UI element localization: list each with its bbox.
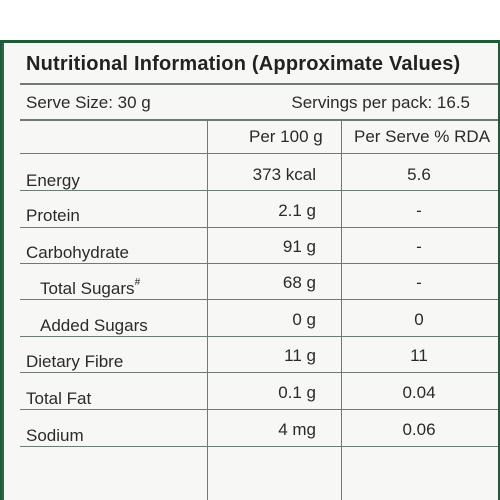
nutrient-name: Total Fat xyxy=(26,389,92,408)
divider xyxy=(20,119,498,121)
nutrient-per-100g: 68 g xyxy=(282,273,316,292)
nutrient-name: Sodium xyxy=(26,426,84,445)
nutrient-rda: 11 xyxy=(410,346,428,365)
nutrient-rda: 0.04 xyxy=(402,383,436,402)
divider xyxy=(20,409,498,410)
nutrient-name: Carbohydrate xyxy=(26,243,130,262)
column-header-per-100g: Per 100 g xyxy=(249,127,323,146)
nutrient-rda: 5.6 xyxy=(407,165,431,184)
nutrient-rda: - xyxy=(416,237,422,256)
footnote-marker: # xyxy=(134,277,141,288)
nutrient-per-100g: 2.1 g xyxy=(278,201,316,220)
column-divider xyxy=(207,120,208,500)
divider xyxy=(20,227,498,228)
divider xyxy=(20,263,498,264)
nutrient-name: Protein xyxy=(26,206,80,225)
divider xyxy=(20,153,498,154)
nutrient-name: Added Sugars xyxy=(40,316,148,335)
top-background xyxy=(0,0,500,40)
servings-per-pack: Servings per pack: 16.5 xyxy=(291,93,470,112)
divider xyxy=(20,83,498,85)
nutrient-rda: - xyxy=(416,201,422,220)
nutrient-per-100g: 11 g xyxy=(284,346,316,365)
divider xyxy=(20,446,498,447)
nutrition-label: Nutritional Information (Approximate Val… xyxy=(2,43,498,500)
label-title: Nutritional Information (Approximate Val… xyxy=(26,53,461,75)
divider xyxy=(20,299,498,300)
serve-size: Serve Size: 30 g xyxy=(26,93,151,112)
divider xyxy=(20,372,498,373)
nutrient-name: Dietary Fibre xyxy=(26,352,124,371)
nutrient-per-100g: 91 g xyxy=(282,237,316,256)
nutrient-per-100g: 373 kcal xyxy=(252,165,316,184)
column-header-rda: Per Serve % RDA xyxy=(354,127,491,146)
nutrient-rda: 0 xyxy=(414,310,424,329)
nutrient-per-100g: 4 mg xyxy=(278,420,316,439)
nutrient-per-100g: 0 g xyxy=(292,310,316,329)
divider xyxy=(20,336,498,337)
nutrient-name: Energy xyxy=(26,171,80,190)
nutrient-rda: - xyxy=(416,273,422,292)
nutrient-name: Total Sugars# xyxy=(40,277,141,298)
divider xyxy=(20,190,498,191)
nutrient-per-100g: 0.1 g xyxy=(278,383,316,402)
column-divider xyxy=(341,120,342,500)
nutrient-rda: 0.06 xyxy=(402,420,436,439)
